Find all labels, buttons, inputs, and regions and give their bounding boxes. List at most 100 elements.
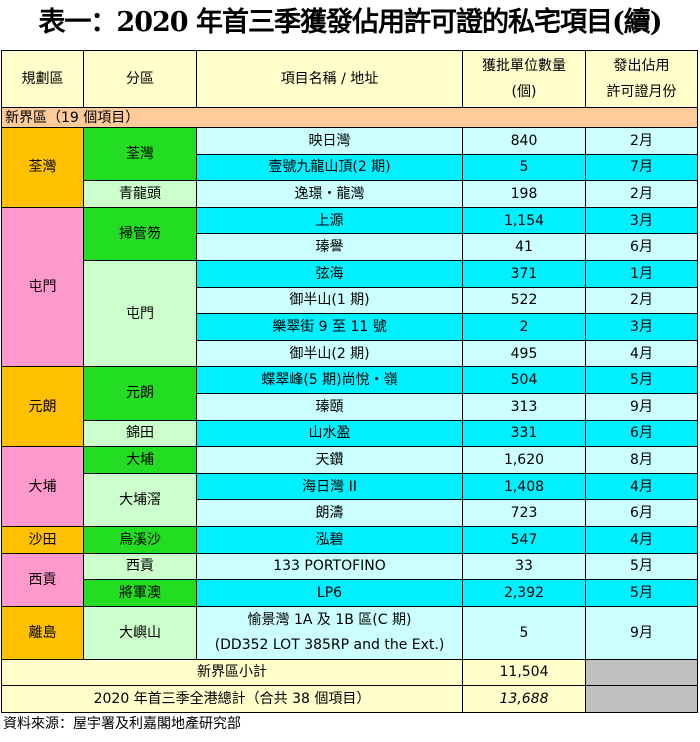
project-name-line2: (DD352 LOT 385RP and the Ext.) — [214, 636, 445, 653]
month-cell: 6月 — [585, 419, 698, 448]
header-row: 規劃區 分區 項目名稱 / 地址 獲批單位數量 (個) 發出佔用 許可證月份 — [1, 50, 698, 108]
header-units-line2: (個) — [511, 84, 537, 100]
table-row: 西貢 西貢 133 PORTOFINO 33 5月 — [1, 552, 698, 607]
district-cell: 錦田 — [83, 419, 197, 448]
month-cell: 4月 — [585, 339, 698, 368]
header-units: 獲批單位數量 (個) — [462, 50, 586, 108]
table-row: 大埔滘 海日灣 II 1,408 4月 — [2, 472, 698, 527]
month-cell: 7月 — [585, 153, 698, 182]
units-cell: 33 — [462, 552, 586, 581]
project-name: 泓碧 — [196, 525, 463, 554]
project-name: 山水盈 — [196, 419, 463, 448]
month-cell: 9月 — [585, 392, 698, 421]
project-name: 朗濤 — [196, 499, 463, 527]
units-cell: 41 — [462, 233, 586, 261]
project-name-line1: 海日灣 II — [302, 478, 357, 495]
subtotal-row: 新界區小計 11,504 — [1, 658, 698, 687]
project-name: 蝶翠峰(5 期)尚悅・嶺 — [196, 366, 463, 394]
table-row: 沙田 烏溪沙 泓碧 547 4月 — [1, 525, 698, 554]
month-cell: 3月 — [585, 313, 698, 341]
project-name: 瑧頤 — [196, 392, 463, 421]
project-name-line1: 映日灣 — [308, 132, 351, 149]
header-project: 項目名稱 / 地址 — [196, 50, 463, 108]
project-name: 壹號九龍山頂(2 期) — [196, 153, 463, 182]
district-cell: 掃管笏 — [83, 206, 197, 261]
project-name-line1: LP6 — [316, 584, 343, 601]
units-cell: 331 — [462, 419, 586, 448]
region-cell: 元朗 — [1, 366, 84, 448]
district-cell: 元朗 — [83, 366, 197, 421]
total-label: 2020 年首三季全港總計（合共 38 個項目） — [1, 685, 463, 713]
units-cell: 1,620 — [462, 446, 586, 474]
region-cell: 西貢 — [1, 552, 84, 607]
total-units: 13,688 — [462, 685, 586, 713]
month-cell: 9月 — [585, 605, 698, 660]
project-name: 御半山(1 期) — [196, 286, 463, 315]
month-cell: 2月 — [585, 180, 698, 208]
month-cell: 8月 — [585, 446, 698, 474]
project-name: 133 PORTOFINO — [196, 552, 463, 581]
section-row: 新界區（19 個項目） — [1, 107, 698, 128]
source-note: 資料來源：屋宇署及利嘉閣地產研究部 — [3, 715, 241, 732]
units-cell: 495 — [462, 339, 586, 368]
units-cell: 547 — [462, 525, 586, 554]
table-row: 錦田 山水盈 331 6月 — [2, 419, 698, 448]
project-name-line1: 瑧頤 — [315, 398, 344, 415]
table-row: 青龍頭 逸璟・龍灣 198 2月 — [2, 180, 698, 208]
project-name: LP6 — [196, 579, 463, 607]
month-cell: 6月 — [585, 233, 698, 261]
project-name: 御半山(2 期) — [196, 339, 463, 368]
table-row: 元朗 元朗 蝶翠峰(5 期)尚悅・嶺 504 5月 — [1, 366, 698, 448]
project-name-line1: 上源 — [315, 212, 344, 229]
project-name: 上源 — [196, 206, 463, 235]
month-cell: 1月 — [585, 259, 698, 288]
district-cell: 青龍頭 — [83, 180, 197, 208]
units-cell: 2 — [462, 313, 586, 341]
district-cell: 大埔滘 — [83, 472, 197, 527]
month-cell: 5月 — [585, 366, 698, 394]
month-cell: 2月 — [585, 127, 698, 155]
page-title: 表一：2020 年首三季獲發佔用許可證的私宅項目(續) — [38, 7, 662, 38]
section-label: 新界區（19 個項目） — [1, 107, 698, 128]
header-month: 發出佔用 許可證月份 — [585, 50, 698, 108]
table-row: 瑧頤 313 9月 — [2, 392, 698, 421]
project-name-line1: 愉景灣 1A 及 1B 區(C 期) — [247, 611, 412, 628]
units-cell: 522 — [462, 286, 586, 315]
total-blank — [585, 685, 698, 713]
district-cell: 將軍澳 — [83, 579, 197, 607]
units-cell: 5 — [462, 605, 586, 660]
project-name: 映日灣 — [196, 127, 463, 155]
units-cell: 1,408 — [462, 472, 586, 501]
table-row: 大埔 大埔 天鑽 1,620 8月 — [1, 446, 698, 527]
table-row: 荃灣 荃灣 映日灣 840 2月 — [1, 126, 698, 208]
table-row: 將軍澳 LP6 2,392 5月 — [2, 579, 698, 607]
region-cell: 離島 — [1, 605, 84, 660]
subtotal-label: 新界區小計 — [1, 658, 463, 687]
units-cell: 5 — [462, 153, 586, 182]
units-cell: 198 — [462, 180, 586, 208]
district-cell: 烏溪沙 — [83, 525, 197, 554]
table-row: 御半山(2 期) 495 4月 — [2, 339, 698, 368]
project-name-line1: 壹號九龍山頂(2 期) — [268, 159, 391, 176]
project-name: 逸璟・龍灣 — [196, 180, 463, 208]
header-region: 規劃區 — [1, 50, 84, 108]
project-name: 愉景灣 1A 及 1B 區(C 期) (DD352 LOT 385RP and t… — [196, 605, 463, 660]
month-cell: 6月 — [585, 499, 698, 527]
total-row: 2020 年首三季全港總計（合共 38 個項目） 13,688 — [1, 685, 698, 713]
project-name: 瑧譽 — [196, 233, 463, 261]
district-cell: 荃灣 — [83, 126, 197, 182]
units-cell: 313 — [462, 392, 586, 421]
project-name-line1: 弦海 — [315, 265, 344, 282]
table-row: 離島 大嶼山 愉景灣 1A 及 1B 區(C 期) (DD352 LOT 385RP … — [1, 605, 698, 660]
table-row: 屯門 弦海 371 1月 — [2, 259, 698, 368]
region-cell: 荃灣 — [1, 127, 84, 208]
header-month-line2: 許可證月份 — [606, 84, 677, 100]
table-row: 瑧譽 41 6月 — [2, 233, 698, 261]
district-cell: 西貢 — [83, 552, 197, 581]
region-cell: 大埔 — [1, 446, 84, 527]
project-name-line1: 御半山(2 期) — [289, 345, 370, 362]
project-name: 海日灣 II — [196, 472, 463, 501]
month-cell: 5月 — [585, 579, 698, 607]
project-name-line1: 山水盈 — [308, 425, 351, 442]
units-cell: 504 — [462, 366, 586, 394]
